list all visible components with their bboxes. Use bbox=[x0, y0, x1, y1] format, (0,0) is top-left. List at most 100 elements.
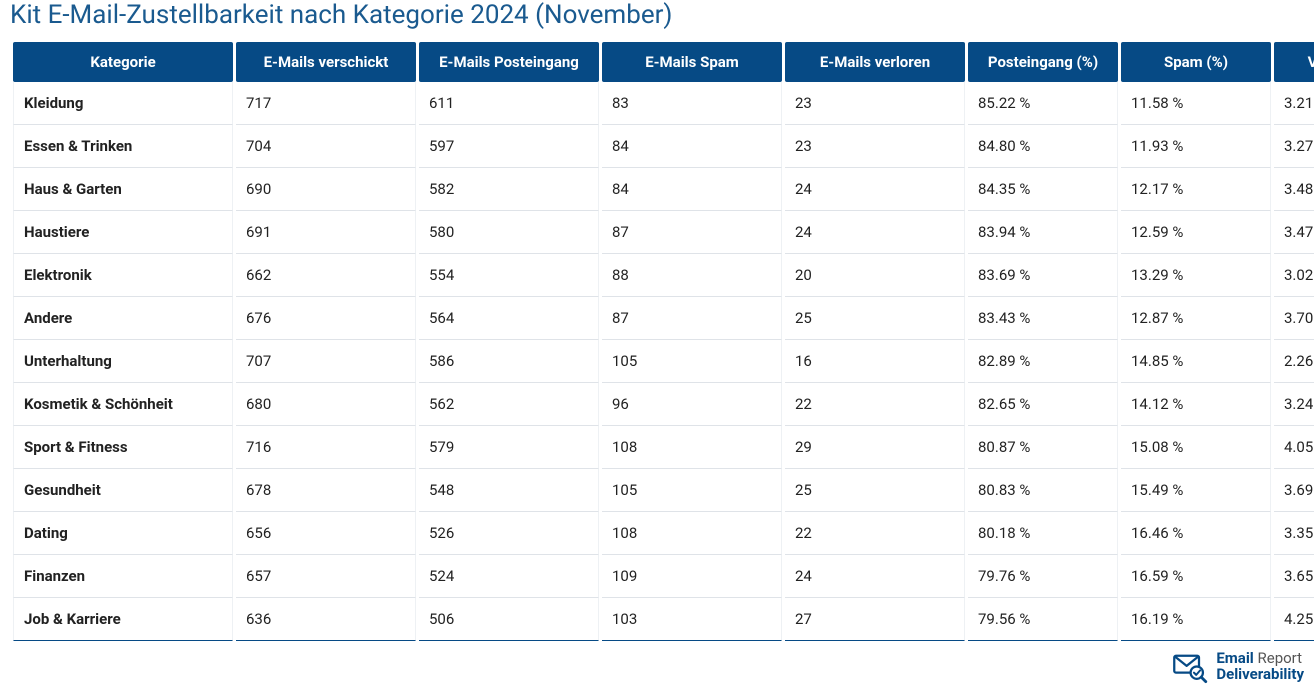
cell-spam: 83 bbox=[602, 82, 782, 125]
cell-lost: 25 bbox=[785, 297, 965, 340]
cell-inbox-pct: 85.22 % bbox=[968, 82, 1118, 125]
cell-sent: 662 bbox=[236, 254, 416, 297]
cell-inbox: 586 bbox=[419, 340, 599, 383]
cell-lost-pct: 3.35 % bbox=[1274, 512, 1314, 555]
cell-inbox-pct: 82.65 % bbox=[968, 383, 1118, 426]
cell-lost: 16 bbox=[785, 340, 965, 383]
cell-lost-pct: 3.47 % bbox=[1274, 211, 1314, 254]
cell-lost-pct: 3.65 % bbox=[1274, 555, 1314, 598]
cell-spam: 87 bbox=[602, 211, 782, 254]
cell-inbox: 580 bbox=[419, 211, 599, 254]
brand-footer: Email Report Deliverability bbox=[10, 649, 1304, 685]
cell-spam: 88 bbox=[602, 254, 782, 297]
cell-lost: 22 bbox=[785, 383, 965, 426]
cell-spam-pct: 13.29 % bbox=[1121, 254, 1271, 297]
col-header-inbox: E-Mails Posteingang bbox=[419, 42, 599, 82]
table-row: Haus & Garten690582842484.35 %12.17 %3.4… bbox=[13, 168, 1314, 211]
cell-inbox-pct: 79.56 % bbox=[968, 598, 1118, 641]
col-header-category: Kategorie bbox=[13, 42, 233, 82]
page-title: Kit E-Mail-Zustellbarkeit nach Kategorie… bbox=[10, 0, 1304, 30]
cell-spam: 84 bbox=[602, 125, 782, 168]
cell-category: Kosmetik & Schönheit bbox=[13, 383, 233, 426]
cell-lost-pct: 3.69 % bbox=[1274, 469, 1314, 512]
cell-category: Haustiere bbox=[13, 211, 233, 254]
cell-spam-pct: 11.93 % bbox=[1121, 125, 1271, 168]
cell-spam: 105 bbox=[602, 340, 782, 383]
table-header-row: Kategorie E-Mails verschickt E-Mails Pos… bbox=[13, 42, 1314, 82]
table-row: Job & Karriere6365061032779.56 %16.19 %4… bbox=[13, 598, 1314, 641]
cell-inbox-pct: 83.94 % bbox=[968, 211, 1118, 254]
cell-sent: 704 bbox=[236, 125, 416, 168]
cell-sent: 676 bbox=[236, 297, 416, 340]
table-row: Kosmetik & Schönheit680562962282.65 %14.… bbox=[13, 383, 1314, 426]
cell-inbox-pct: 83.69 % bbox=[968, 254, 1118, 297]
cell-category: Essen & Trinken bbox=[13, 125, 233, 168]
cell-lost-pct: 3.70 % bbox=[1274, 297, 1314, 340]
cell-inbox-pct: 84.35 % bbox=[968, 168, 1118, 211]
brand-line2: Deliverability bbox=[1216, 667, 1304, 683]
cell-spam-pct: 12.87 % bbox=[1121, 297, 1271, 340]
cell-lost: 23 bbox=[785, 82, 965, 125]
cell-spam: 105 bbox=[602, 469, 782, 512]
table-row: Finanzen6575241092479.76 %16.59 %3.65 % bbox=[13, 555, 1314, 598]
cell-lost-pct: 3.02 % bbox=[1274, 254, 1314, 297]
table-row: Dating6565261082280.18 %16.46 %3.35 % bbox=[13, 512, 1314, 555]
brand-text: Email Report Deliverability bbox=[1216, 651, 1304, 683]
cell-spam-pct: 14.12 % bbox=[1121, 383, 1271, 426]
cell-inbox: 597 bbox=[419, 125, 599, 168]
cell-sent: 707 bbox=[236, 340, 416, 383]
col-header-spam-pct: Spam (%) bbox=[1121, 42, 1271, 82]
cell-category: Elektronik bbox=[13, 254, 233, 297]
cell-inbox: 548 bbox=[419, 469, 599, 512]
cell-inbox: 526 bbox=[419, 512, 599, 555]
cell-inbox-pct: 80.87 % bbox=[968, 426, 1118, 469]
table-row: Unterhaltung7075861051682.89 %14.85 %2.2… bbox=[13, 340, 1314, 383]
cell-category: Haus & Garten bbox=[13, 168, 233, 211]
cell-spam: 108 bbox=[602, 426, 782, 469]
cell-sent: 717 bbox=[236, 82, 416, 125]
cell-lost: 24 bbox=[785, 211, 965, 254]
cell-inbox-pct: 80.83 % bbox=[968, 469, 1118, 512]
cell-inbox-pct: 80.18 % bbox=[968, 512, 1118, 555]
cell-lost-pct: 3.48 % bbox=[1274, 168, 1314, 211]
table-row: Haustiere691580872483.94 %12.59 %3.47 % bbox=[13, 211, 1314, 254]
cell-spam-pct: 14.85 % bbox=[1121, 340, 1271, 383]
cell-inbox-pct: 79.76 % bbox=[968, 555, 1118, 598]
cell-sent: 656 bbox=[236, 512, 416, 555]
cell-lost-pct: 3.27 % bbox=[1274, 125, 1314, 168]
col-header-lost: E-Mails verloren bbox=[785, 42, 965, 82]
cell-inbox-pct: 84.80 % bbox=[968, 125, 1118, 168]
cell-lost-pct: 4.25 % bbox=[1274, 598, 1314, 641]
cell-spam-pct: 16.19 % bbox=[1121, 598, 1271, 641]
table-row: Elektronik662554882083.69 %13.29 %3.02 % bbox=[13, 254, 1314, 297]
cell-category: Gesundheit bbox=[13, 469, 233, 512]
cell-spam-pct: 12.59 % bbox=[1121, 211, 1271, 254]
cell-spam-pct: 12.17 % bbox=[1121, 168, 1271, 211]
cell-spam: 96 bbox=[602, 383, 782, 426]
cell-category: Dating bbox=[13, 512, 233, 555]
cell-lost: 27 bbox=[785, 598, 965, 641]
cell-category: Job & Karriere bbox=[13, 598, 233, 641]
deliverability-table: Kategorie E-Mails verschickt E-Mails Pos… bbox=[10, 42, 1314, 641]
cell-lost: 24 bbox=[785, 555, 965, 598]
cell-category: Sport & Fitness bbox=[13, 426, 233, 469]
cell-lost: 29 bbox=[785, 426, 965, 469]
cell-spam-pct: 15.08 % bbox=[1121, 426, 1271, 469]
envelope-magnifier-icon bbox=[1172, 649, 1208, 685]
table-row: Gesundheit6785481052580.83 %15.49 %3.69 … bbox=[13, 469, 1314, 512]
cell-spam: 103 bbox=[602, 598, 782, 641]
cell-inbox: 524 bbox=[419, 555, 599, 598]
cell-inbox: 562 bbox=[419, 383, 599, 426]
cell-category: Kleidung bbox=[13, 82, 233, 125]
cell-sent: 678 bbox=[236, 469, 416, 512]
cell-sent: 680 bbox=[236, 383, 416, 426]
table-row: Essen & Trinken704597842384.80 %11.93 %3… bbox=[13, 125, 1314, 168]
cell-spam: 109 bbox=[602, 555, 782, 598]
cell-inbox: 611 bbox=[419, 82, 599, 125]
cell-spam-pct: 16.59 % bbox=[1121, 555, 1271, 598]
table-row: Andere676564872583.43 %12.87 %3.70 % bbox=[13, 297, 1314, 340]
cell-inbox: 554 bbox=[419, 254, 599, 297]
col-header-spam: E-Mails Spam bbox=[602, 42, 782, 82]
cell-category: Andere bbox=[13, 297, 233, 340]
col-header-lost-pct: Verloren (%) bbox=[1274, 42, 1314, 82]
